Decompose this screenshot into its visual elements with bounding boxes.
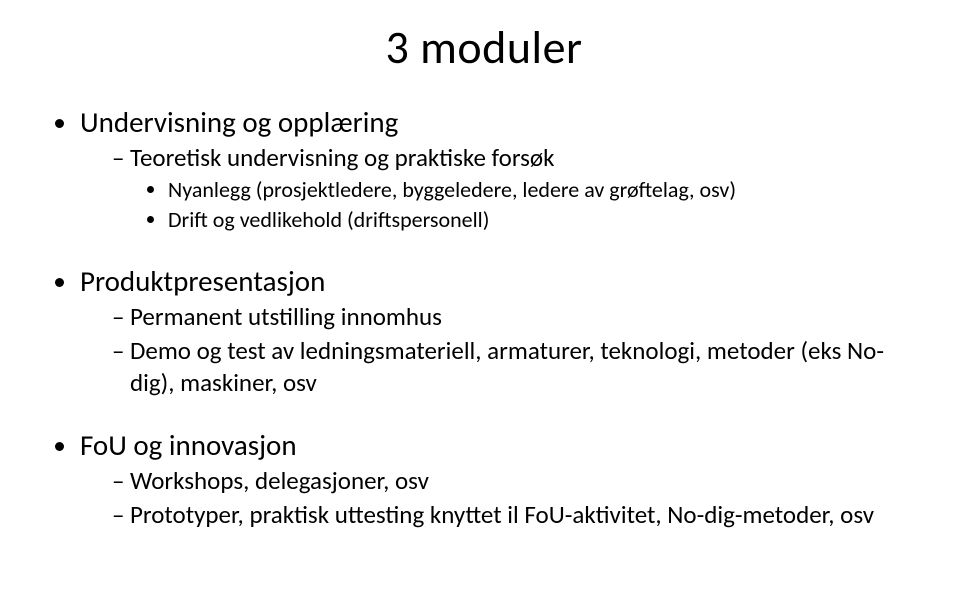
section-3-items: Workshops, delegasjoner, osv Prototyper,…: [80, 465, 912, 531]
content-list: Undervisning og opplæring Teoretisk unde…: [56, 104, 912, 235]
section-2-label: Produktpresentasjon: [80, 263, 325, 299]
section-2-item-2-label: Demo og test av ledningsmateriell, armat…: [130, 335, 884, 398]
section-1: Undervisning og opplæring Teoretisk unde…: [80, 104, 912, 235]
spacer: [56, 239, 912, 263]
content-list-2: Produktpresentasjon Permanent utstilling…: [56, 263, 912, 399]
section-3-item-1: Workshops, delegasjoner, osv: [112, 465, 912, 497]
content-list-3: FoU og innovasjon Workshops, delegasjone…: [56, 427, 912, 531]
section-2-item-1: Permanent utstilling innomhus: [112, 301, 912, 333]
section-2-item-2: Demo og test av ledningsmateriell, armat…: [112, 335, 912, 399]
section-2-items: Permanent utstilling innomhus Demo og te…: [80, 301, 912, 399]
section-1-item-1: Teoretisk undervisning og praktiske fors…: [112, 142, 912, 234]
section-1-item-1-subitems: Nyanlegg (prosjektledere, byggeledere, l…: [130, 176, 912, 234]
section-1-item-1-sub-1: Nyanlegg (prosjektledere, byggeledere, l…: [168, 176, 912, 204]
section-3-item-1-label: Workshops, delegasjoner, osv: [130, 465, 429, 496]
section-2: Produktpresentasjon Permanent utstilling…: [80, 263, 912, 399]
section-1-item-1-label: Teoretisk undervisning og praktiske fors…: [130, 142, 555, 173]
slide: 3 moduler Undervisning og opplæring Teor…: [0, 0, 960, 612]
section-3-label: FoU og innovasjon: [80, 427, 297, 463]
section-1-items: Teoretisk undervisning og praktiske fors…: [80, 142, 912, 234]
section-1-item-1-sub-2: Drift og vedlikehold (driftspersonell): [168, 206, 912, 234]
section-3-item-2-label: Prototyper, praktisk uttesting knyttet i…: [130, 499, 874, 530]
section-3-item-2: Prototyper, praktisk uttesting knyttet i…: [112, 499, 912, 531]
section-2-item-1-label: Permanent utstilling innomhus: [130, 301, 442, 332]
section-3: FoU og innovasjon Workshops, delegasjone…: [80, 427, 912, 531]
slide-title: 3 moduler: [56, 20, 912, 76]
spacer: [56, 403, 912, 427]
section-1-label: Undervisning og opplæring: [80, 104, 398, 140]
